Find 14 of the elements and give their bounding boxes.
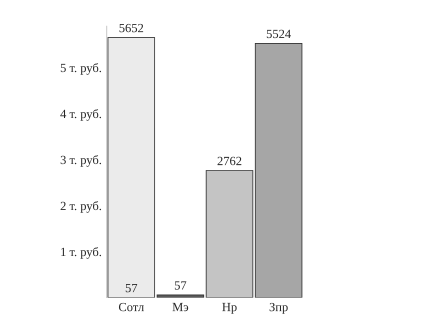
- annotation: 57: [126, 284, 138, 292]
- annotation: 2762: [218, 156, 242, 166]
- annotation: 57: [174, 281, 186, 290]
- x-tick-label: Зпр: [270, 302, 288, 314]
- y-tick-label: 1 т. руб.: [61, 247, 102, 259]
- x-tick-label: Мэ: [172, 302, 188, 312]
- y-tick-label: 3 т. руб.: [60, 155, 102, 167]
- y-tick-label: 2 т. руб.: [60, 201, 102, 213]
- annotation: 5524: [266, 30, 291, 38]
- y-tick-label: 5 т. руб.: [60, 63, 102, 75]
- y-tick-label: 4 т. руб.: [60, 109, 102, 121]
- x-tick-label: Сотл: [118, 302, 144, 312]
- x-tick-label: Нр: [222, 302, 237, 314]
- annotation: 5652: [120, 24, 144, 32]
